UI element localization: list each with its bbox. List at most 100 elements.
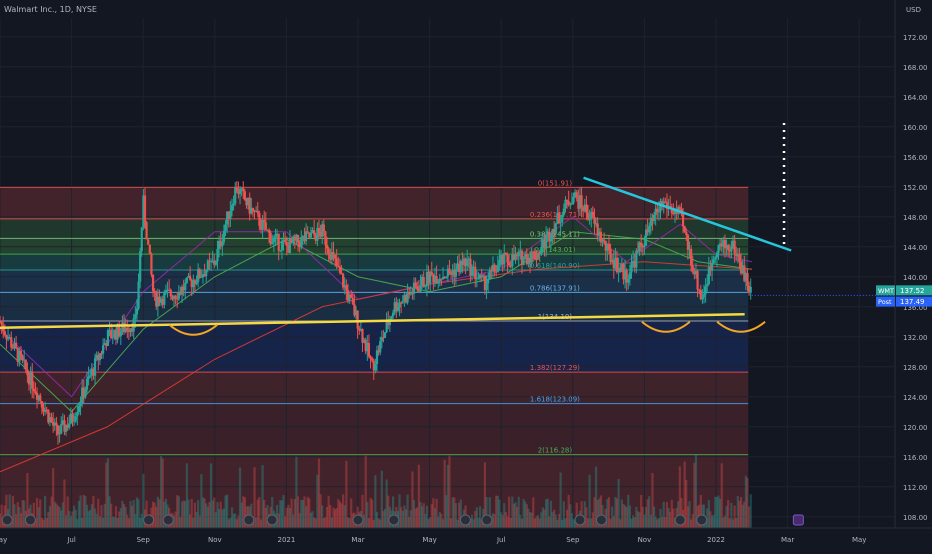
candle-body [192, 280, 195, 288]
candle-body [388, 319, 391, 326]
candle-body [69, 413, 72, 424]
candle-body [596, 223, 599, 236]
fib-zone [0, 218, 749, 239]
candle-body [296, 234, 300, 243]
candle-body [56, 425, 60, 435]
volume-bar [185, 463, 188, 528]
volume-bar [316, 474, 319, 528]
volume-bar [556, 519, 559, 528]
candle-body [45, 409, 48, 411]
candle-body [84, 389, 87, 398]
time-tick-label: Mar [351, 536, 364, 544]
volume-bar [719, 498, 722, 528]
candle-body [288, 238, 292, 253]
volume-bar [554, 514, 557, 528]
candle-body [688, 248, 691, 250]
volume-bar [39, 499, 42, 528]
candle-body [516, 254, 519, 256]
candle-body [16, 347, 19, 362]
candle-body [63, 420, 66, 432]
volume-bar [264, 508, 267, 528]
candle-body [622, 263, 625, 280]
volume-bar [73, 505, 76, 528]
candle-body [730, 246, 733, 252]
volume-bar [495, 495, 498, 528]
volume-bar [591, 512, 594, 528]
candle-body [672, 213, 675, 215]
candle-body [704, 286, 707, 295]
volume-bar [409, 510, 412, 528]
candle-body [478, 274, 482, 279]
volume-bar [691, 514, 694, 528]
volume-bar [661, 516, 664, 528]
candle-body [746, 273, 749, 286]
fib-zone [0, 187, 749, 219]
time-axis[interactable]: May Jul Sep Nov 2021 Mar May Jul Sep Nov 2022 Mar Ma… [0, 527, 932, 550]
candle-body [182, 286, 185, 291]
candle-body [124, 327, 127, 333]
volume-bar [372, 519, 375, 528]
candle-body [332, 251, 335, 255]
volume-bar [211, 500, 214, 528]
volume-bar [81, 517, 84, 528]
candle-body [437, 281, 440, 284]
volume-bar [164, 498, 168, 528]
candle-body [612, 259, 615, 269]
currency-label: USD [906, 6, 921, 14]
volume-bar [690, 519, 693, 528]
candle-body [354, 310, 358, 316]
volume-bar [114, 506, 118, 528]
price-tick-label: 124.00 [903, 394, 928, 402]
candle-body [722, 240, 725, 247]
volume-bar [258, 497, 261, 528]
candle-body [485, 283, 488, 290]
volume-bar [564, 518, 567, 528]
candle-body [198, 269, 201, 278]
candle-body [42, 407, 45, 412]
price-axis[interactable]: 108.00 112.00 116.00 120.00 124.00 128.00 132.… [751, 0, 932, 550]
candle-body [293, 236, 296, 241]
candle-body [5, 335, 8, 340]
volume-bar [727, 499, 730, 528]
candle-body [158, 296, 161, 303]
candle-body [432, 274, 435, 283]
candle-body [245, 199, 248, 206]
earnings-marker [481, 514, 493, 526]
volume-bar [723, 515, 727, 528]
candle-body [322, 224, 325, 232]
volume-bar [206, 506, 209, 528]
volume-bar [375, 512, 379, 528]
candle-body [564, 199, 567, 209]
candle-body [691, 265, 694, 272]
candle-body [580, 195, 583, 208]
candle-body [477, 278, 480, 280]
candle-body [480, 274, 483, 277]
candle-body [119, 331, 122, 337]
volume-bar [176, 495, 179, 528]
candle-body [105, 343, 108, 347]
volume-bar [404, 509, 408, 528]
volume-bar [417, 464, 420, 528]
candle-body [11, 347, 14, 349]
volume-bar [585, 507, 588, 528]
volume-bar [47, 512, 50, 528]
candle-body [651, 217, 654, 222]
candle-body [134, 314, 137, 319]
candle-body [401, 301, 404, 303]
volume-bar [200, 474, 203, 528]
candle-body [524, 253, 527, 258]
candle-body [317, 227, 321, 232]
volume-bar [119, 508, 122, 528]
price-tick-label: 156.00 [903, 154, 928, 162]
volume-bar [214, 512, 217, 528]
volume-bar [259, 519, 263, 528]
candle-body [205, 270, 208, 277]
volume-bar [106, 458, 110, 528]
volume-bar [292, 514, 295, 528]
volume-bar [412, 499, 416, 528]
volume-bar [429, 516, 432, 528]
time-tick-label: May [0, 536, 7, 544]
candle-body [649, 217, 652, 226]
